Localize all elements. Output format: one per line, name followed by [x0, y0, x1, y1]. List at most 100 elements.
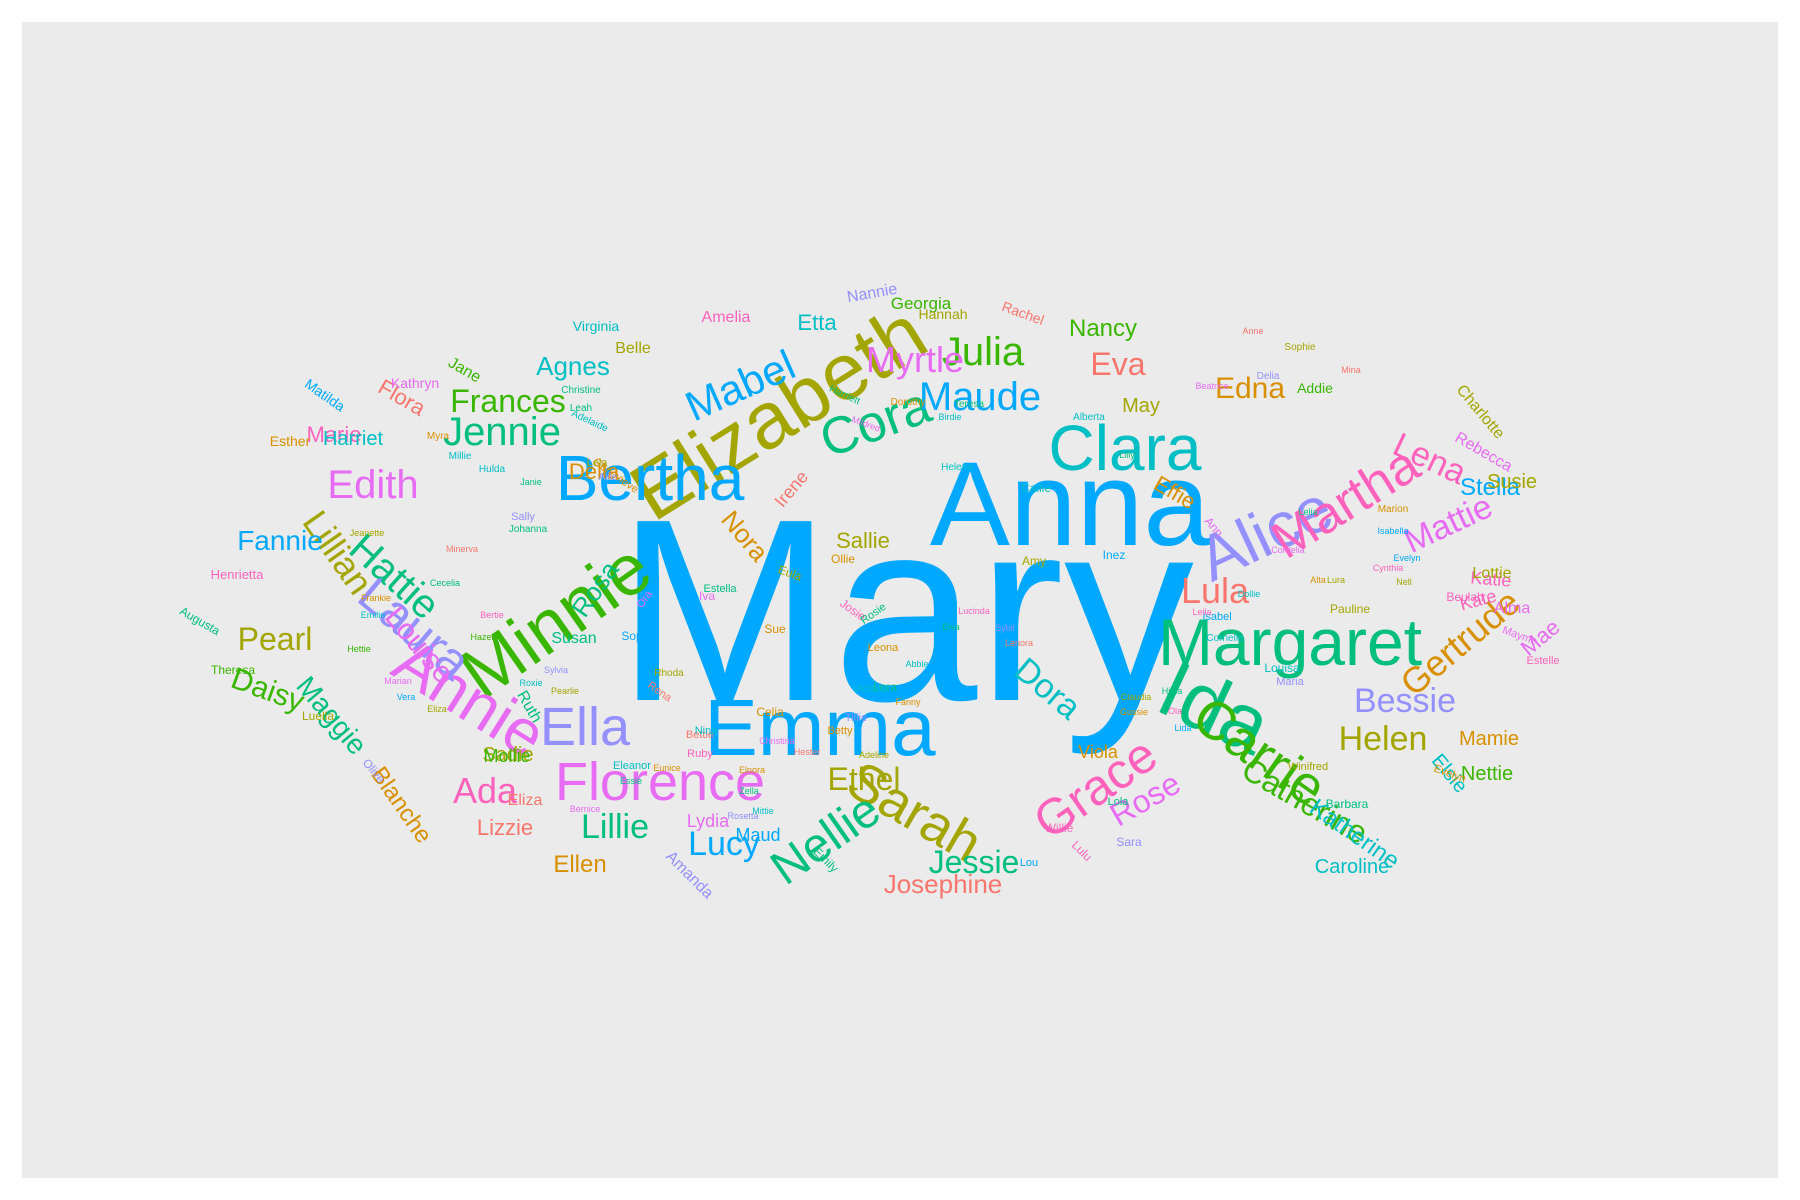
word-cordelia: Cordelia — [1271, 545, 1305, 555]
word-eliza: Eliza — [427, 704, 447, 714]
word-maud: Maud — [735, 825, 780, 845]
word-minerva: Minerva — [446, 544, 478, 554]
word-lilly: Lilly — [1119, 450, 1135, 460]
word-emma: Emma — [704, 683, 936, 772]
word-mittie: Mittie — [752, 806, 774, 816]
word-barbara: Barbara — [1326, 797, 1369, 811]
word-fannie: Fannie — [237, 525, 323, 556]
word-edna: Edna — [1215, 372, 1285, 405]
word-augusta: Augusta — [177, 604, 222, 638]
word-marion: Marion — [1378, 504, 1409, 515]
word-johanna: Johanna — [509, 524, 548, 535]
word-maria: Maria — [1276, 676, 1304, 688]
word-ollie: Ollie — [831, 552, 855, 566]
word-alta: Alta — [1310, 575, 1326, 585]
word-sylvia: Sylvia — [544, 665, 568, 675]
word-fanny: Fanny — [895, 697, 921, 707]
word-mamie: Mamie — [1459, 728, 1519, 750]
word-della: Della — [569, 459, 620, 484]
word-jennie: Jennie — [443, 410, 561, 454]
word-ada: Ada — [453, 770, 518, 811]
word-lucy: Lucy — [688, 825, 760, 863]
word-willie: Willie — [1045, 821, 1074, 835]
word-alberta: Alberta — [1073, 412, 1105, 423]
word-georgia: Georgia — [891, 294, 952, 313]
word-tillie: Tillie — [845, 712, 867, 724]
word-lida: Lida — [1174, 723, 1191, 733]
word-hazel: Hazel — [470, 632, 493, 642]
word-esther: Esther — [270, 433, 311, 449]
word-matilda: Matilda — [302, 376, 348, 415]
word-beulah: Beulah — [1446, 590, 1483, 604]
word-helen: Helen — [1339, 720, 1428, 758]
word-bessie: Bessie — [1354, 682, 1456, 720]
word-lola: Lola — [1108, 796, 1130, 808]
word-ruby: Ruby — [687, 748, 713, 760]
word-pearl: Pearl — [238, 621, 313, 657]
word-cecelia: Cecelia — [430, 578, 460, 588]
word-rhoda: Rhoda — [654, 668, 684, 679]
word-marian: Marian — [384, 676, 412, 686]
word-lizzie: Lizzie — [477, 815, 533, 840]
word-leila: Leila — [1192, 607, 1211, 617]
word-henrietta: Henrietta — [211, 567, 265, 582]
word-elva: Elva — [942, 622, 960, 632]
word-edith: Edith — [327, 463, 418, 507]
word-lelia: Lelia — [1298, 507, 1317, 517]
word-elnora: Elnora — [739, 765, 765, 775]
word-lora: Lora — [873, 680, 897, 694]
word-lucinda: Lucinda — [958, 606, 990, 616]
word-winifred: Winifred — [1288, 761, 1328, 773]
word-millie: Millie — [449, 451, 472, 462]
word-nettie: Nettie — [1461, 763, 1513, 785]
word-nina: Nina — [695, 725, 719, 737]
word-estelle: Estelle — [1526, 655, 1559, 667]
word-estella: Estella — [703, 583, 737, 595]
word-virginia: Virginia — [573, 318, 620, 334]
word-essie: Essie — [620, 776, 642, 786]
word-birdie: Birdie — [938, 412, 961, 422]
word-eliza: Eliza — [508, 792, 543, 809]
word-anne: Anne — [1242, 326, 1263, 336]
word-jane: Jane — [445, 354, 484, 386]
word-bertie: Bertie — [480, 610, 504, 620]
word-emilie: Emilie — [361, 610, 386, 620]
word-pauline: Pauline — [1330, 602, 1370, 616]
word-lydia: Lydia — [687, 811, 730, 831]
plot-panel — [22, 22, 1778, 1178]
word-bertha: Bertha — [556, 442, 745, 514]
word-luella: Luella — [302, 709, 334, 723]
word-viola: Viola — [1078, 742, 1119, 762]
word-lela: Lela — [587, 457, 609, 469]
word-katie: Katie — [1470, 567, 1513, 591]
word-allie: Allie — [599, 472, 618, 483]
word-ella: Ella — [540, 697, 631, 757]
word-bettie: Bettie — [686, 729, 714, 741]
word-stella: Stella — [1460, 474, 1521, 501]
word-sophie: Sophie — [1284, 342, 1316, 353]
word-celia: Celia — [756, 705, 784, 719]
word-may: May — [1122, 395, 1160, 417]
word-caroline: Caroline — [1315, 856, 1389, 878]
word-amy: Amy — [1022, 554, 1046, 568]
word-leona: Leona — [868, 642, 899, 654]
word-victoria: Victoria — [853, 683, 890, 695]
word-susan: Susan — [551, 630, 596, 647]
word-eunice: Eunice — [653, 763, 681, 773]
word-addie: Addie — [1297, 380, 1333, 396]
word-hettie: Hettie — [347, 644, 371, 654]
word-isabella: Isabella — [1377, 526, 1408, 536]
word-clara: Clara — [1049, 412, 1202, 484]
word-lulu: Lulu — [1069, 838, 1095, 864]
word-evelyn: Evelyn — [1393, 553, 1420, 563]
word-dorothy: Dorothy — [890, 397, 925, 408]
word-eva: Eva — [1090, 346, 1145, 382]
word-nell: Nell — [1396, 577, 1412, 587]
word-julia: Julia — [942, 330, 1025, 374]
word-ethel: Ethel — [828, 761, 901, 797]
word-sophia: Sophia — [621, 629, 659, 643]
word-pearlie: Pearlie — [551, 686, 579, 696]
word-beatrice: Beatrice — [1195, 381, 1228, 391]
word-isabel: Isabel — [1202, 611, 1231, 623]
